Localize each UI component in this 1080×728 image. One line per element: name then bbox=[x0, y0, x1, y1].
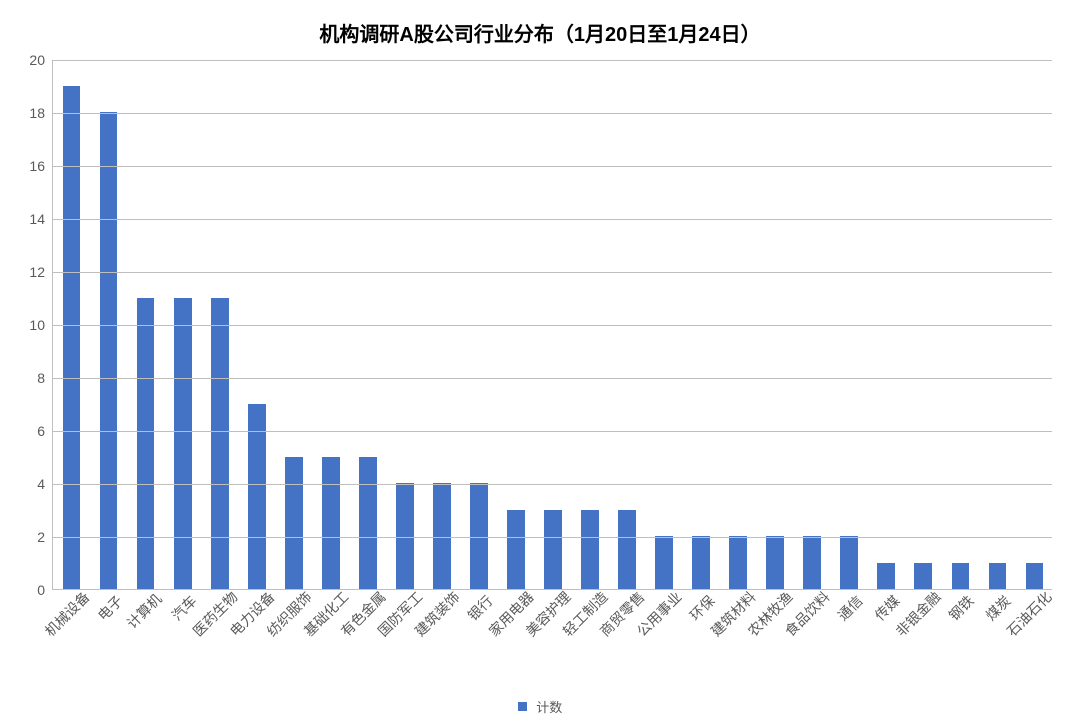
bar bbox=[322, 457, 340, 590]
chart-title: 机构调研A股公司行业分布（1月20日至1月24日） bbox=[0, 18, 1080, 47]
grid-line bbox=[53, 325, 1052, 326]
grid-line bbox=[53, 166, 1052, 167]
bar bbox=[914, 563, 932, 590]
grid-line bbox=[53, 272, 1052, 273]
bar bbox=[63, 86, 81, 590]
y-tick-label: 2 bbox=[37, 529, 53, 545]
y-tick-label: 12 bbox=[29, 264, 53, 280]
bar bbox=[359, 457, 377, 590]
bar bbox=[174, 298, 192, 590]
bar bbox=[877, 563, 895, 590]
plot-area: 机械设备电子计算机汽车医药生物电力设备纺织服饰基础化工有色金属国防军工建筑装饰银… bbox=[52, 60, 1052, 590]
y-tick-label: 16 bbox=[29, 158, 53, 174]
bar bbox=[470, 483, 488, 589]
grid-line bbox=[53, 537, 1052, 538]
bar bbox=[211, 298, 229, 590]
grid-line bbox=[53, 60, 1052, 61]
grid-line bbox=[53, 113, 1052, 114]
grid-line bbox=[53, 219, 1052, 220]
legend-swatch bbox=[518, 702, 527, 711]
bar bbox=[618, 510, 636, 590]
y-tick-label: 20 bbox=[29, 52, 53, 68]
chart-legend: 计数 bbox=[0, 697, 1080, 716]
bar bbox=[766, 536, 784, 589]
y-tick-label: 10 bbox=[29, 317, 53, 333]
bar bbox=[433, 483, 451, 589]
chart-container: 机构调研A股公司行业分布（1月20日至1月24日） 机械设备电子计算机汽车医药生… bbox=[0, 0, 1080, 728]
y-tick-label: 6 bbox=[37, 423, 53, 439]
y-tick-label: 0 bbox=[37, 582, 53, 598]
bar bbox=[1026, 563, 1044, 590]
grid-line bbox=[53, 378, 1052, 379]
bar bbox=[692, 536, 710, 589]
bar bbox=[285, 457, 303, 590]
bar bbox=[507, 510, 525, 590]
grid-line bbox=[53, 431, 1052, 432]
y-tick-label: 18 bbox=[29, 105, 53, 121]
grid-line bbox=[53, 484, 1052, 485]
bar bbox=[989, 563, 1007, 590]
bar bbox=[100, 112, 118, 589]
bar bbox=[137, 298, 155, 590]
bar bbox=[544, 510, 562, 590]
bar bbox=[729, 536, 747, 589]
bar bbox=[952, 563, 970, 590]
bar bbox=[803, 536, 821, 589]
bar bbox=[655, 536, 673, 589]
y-tick-label: 8 bbox=[37, 370, 53, 386]
bar bbox=[581, 510, 599, 590]
y-tick-label: 14 bbox=[29, 211, 53, 227]
legend-label: 计数 bbox=[536, 697, 562, 716]
y-tick-label: 4 bbox=[37, 476, 53, 492]
bar bbox=[396, 483, 414, 589]
bar bbox=[840, 536, 858, 589]
